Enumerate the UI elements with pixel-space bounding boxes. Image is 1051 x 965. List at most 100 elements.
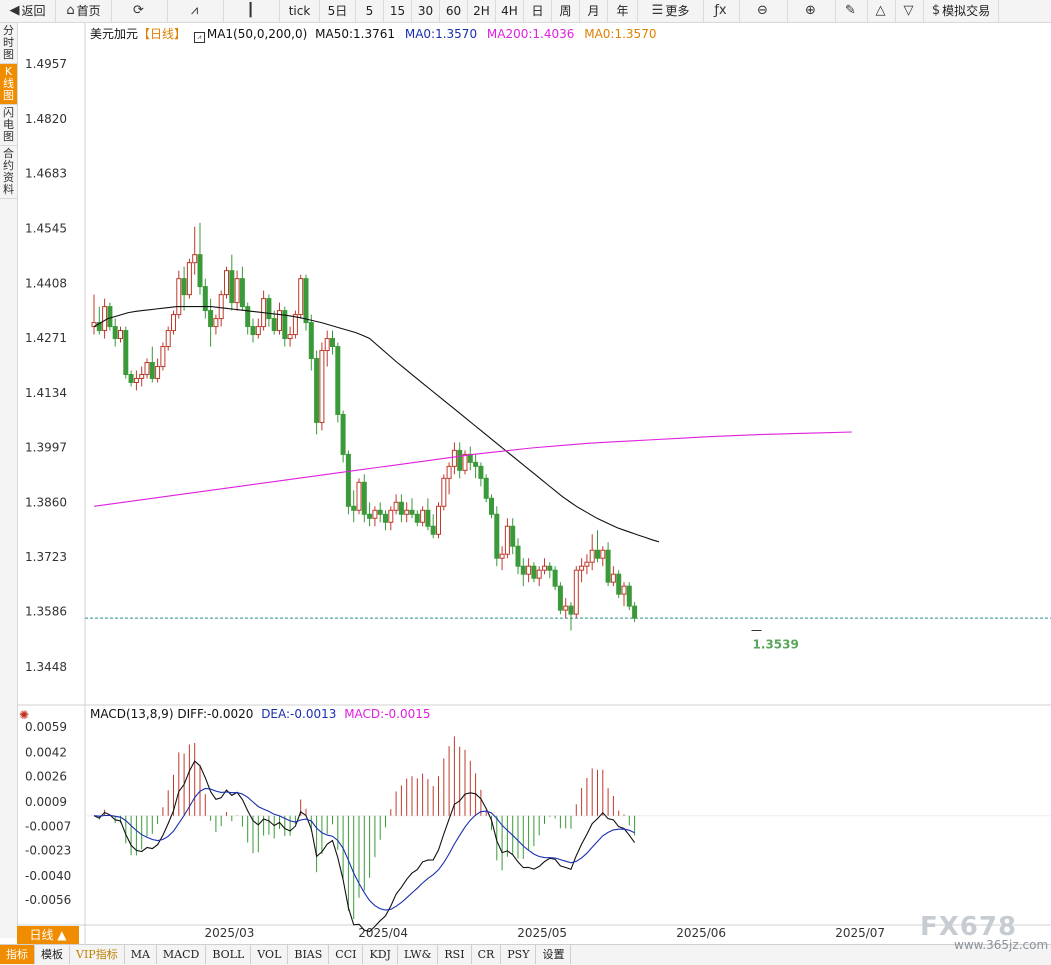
toolbar-item-refresh-icon[interactable]: ⟳ [112, 0, 168, 22]
price-tick-label: 1.3997 [25, 441, 67, 455]
toolbar-item-5日[interactable]: 5日 [320, 0, 356, 22]
indicator-tab-VOL[interactable]: VOL [251, 945, 289, 964]
price-tick-label: 1.4271 [25, 331, 67, 345]
watermark: FX678 www.365jz.com [920, 912, 1050, 962]
toolbar-label: 首页 [76, 4, 101, 18]
candle-body [446, 465, 452, 479]
toolbar-item-pencil-icon[interactable]: ✎ [836, 0, 868, 22]
legend-macd-value: MACD:-0.0015 [344, 707, 431, 721]
indicator-tab-KDJ[interactable]: KDJ [363, 945, 398, 964]
legend-ma-setting: MA1(50,0,200,0) [206, 27, 308, 41]
toolbar-item-zoom-out-icon[interactable]: ⊖ [740, 0, 788, 22]
macd-tick-label: 0.0026 [25, 770, 67, 784]
toolbar-item-日[interactable]: 日 [524, 0, 552, 22]
dea-line [93, 787, 635, 911]
indicator-tab-设置[interactable]: 设置 [536, 945, 572, 964]
toolbar-item-更多[interactable]: ☰ 更多 [638, 0, 704, 22]
dollar-icon: $ [931, 3, 941, 18]
watermark-url: www.365jz.com [954, 938, 1049, 952]
candle-body [526, 565, 532, 575]
candle-body [420, 509, 426, 523]
toolbar-item-模拟交易[interactable]: $ 模拟交易 [924, 0, 999, 22]
candle-body [632, 605, 638, 619]
toolbar-label: 5 [365, 4, 374, 18]
toolbar-item-返回[interactable]: ◀ 返回 [0, 0, 56, 22]
period-tab[interactable]: 日线 ▲ [17, 926, 79, 944]
toolbar-item-triangle-down-icon[interactable]: ▽ [896, 0, 924, 22]
candle-body [467, 453, 473, 463]
top-toolbar: ◀ 返回 ⌂ 首页 ⟳ ⩘ ┃ tick 5日 5 15 30 60 2H 4H 日周月年 ☰ 更多 ƒx ⊖ ⊕ ✎ △ ▽… [0, 0, 1051, 23]
indicator-tab-指标[interactable]: 指标 [0, 945, 35, 964]
price-tick-label: 1.4820 [25, 112, 67, 126]
candle-body [144, 362, 150, 375]
candle-body [504, 525, 510, 555]
toolbar-label: 5日 [327, 4, 348, 18]
indicator-tab-MACD[interactable]: MACD [157, 945, 207, 964]
toolbar-item-首页[interactable]: ⌂ 首页 [56, 0, 112, 22]
home-icon: ⌂ [66, 3, 75, 18]
toolbar-item-function-icon[interactable]: ƒx [704, 0, 740, 22]
candle-body [255, 326, 261, 336]
candle-body [536, 569, 542, 579]
candle-body [250, 326, 256, 336]
toolbar-item-5[interactable]: 5 [356, 0, 384, 22]
indicator-tab-PSY[interactable]: PSY [501, 945, 537, 964]
left-tab-0[interactable]: 分时图 [0, 23, 17, 64]
left-tab-1[interactable]: K线图 [0, 64, 17, 105]
candle-body [277, 310, 282, 332]
candle-body [192, 254, 198, 264]
indicator-tab-VIP指标[interactable]: VIP指标 [70, 945, 125, 964]
toolbar-item-15[interactable]: 15 [384, 0, 412, 22]
candle-body [266, 298, 272, 320]
toolbar-item-line-chart-icon[interactable]: ⩘ [168, 0, 224, 22]
toolbar-item-triangle-up-icon[interactable]: △ [868, 0, 896, 22]
indicator-tab-模板[interactable]: 模板 [35, 945, 70, 964]
candle-body [377, 509, 383, 515]
macd-tick-label: 0.0009 [25, 795, 67, 809]
candle-body [626, 585, 632, 607]
back-arrow-icon: ◀ [9, 3, 20, 18]
toolbar-item-zoom-in-icon[interactable]: ⊕ [788, 0, 836, 22]
candle-body [356, 481, 362, 511]
legend-period: 【日线】 [138, 27, 187, 41]
indicator-tab-CR[interactable]: CR [472, 945, 502, 964]
candle-body [542, 565, 547, 571]
indicator-tab-BIAS[interactable]: BIAS [288, 945, 330, 964]
toolbar-item-月[interactable]: 月 [580, 0, 608, 22]
candle-body [314, 358, 320, 423]
toolbar-item-周[interactable]: 周 [552, 0, 580, 22]
left-tab-2[interactable]: 闪电图 [0, 105, 17, 146]
candle-body [494, 513, 500, 559]
function-icon: ƒx [714, 3, 727, 18]
candle-body [112, 326, 118, 340]
indicator-tab-CCI[interactable]: CCI [329, 945, 364, 964]
candle-body [271, 318, 277, 332]
candle-body [123, 330, 129, 375]
candle-body [345, 453, 351, 507]
toolbar-item-60[interactable]: 60 [440, 0, 468, 22]
legend-ma0b: MA0:1.3570 [584, 27, 657, 41]
candle-body [584, 561, 590, 567]
indicator-tab-BOLL[interactable]: BOLL [206, 945, 252, 964]
indicator-tab-LW&[interactable]: LW& [398, 945, 439, 964]
toolbar-item-年[interactable]: 年 [608, 0, 638, 22]
candle-body [398, 501, 404, 515]
ma-setting-icon[interactable]: ⩘ [193, 32, 205, 43]
toolbar-item-candlestick-icon[interactable]: ┃ [224, 0, 280, 22]
toolbar-item-tick[interactable]: tick [280, 0, 320, 22]
left-tab-3[interactable]: 合约资料 [0, 146, 17, 199]
toolbar-label: 模拟交易 [942, 4, 991, 18]
toolbar-item-30[interactable]: 30 [412, 0, 440, 22]
indicator-tab-RSI[interactable]: RSI [438, 945, 472, 964]
price-chart[interactable]: 1.4957 1.4820 1.4683 1.4545 1.4408 1.4271 1.41… [17, 23, 1051, 944]
candle-body [367, 513, 373, 519]
candle-body [383, 513, 388, 523]
candle-body [324, 338, 330, 352]
candle-body [436, 505, 441, 535]
candle-body [361, 481, 367, 515]
toolbar-item-2H[interactable]: 2H [468, 0, 496, 22]
toolbar-item-4H[interactable]: 4H [496, 0, 524, 22]
legend-ma0a: MA0:1.3570 [404, 27, 478, 41]
indicator-tab-MA[interactable]: MA [125, 945, 157, 964]
toolbar-label: 15 [389, 4, 406, 18]
